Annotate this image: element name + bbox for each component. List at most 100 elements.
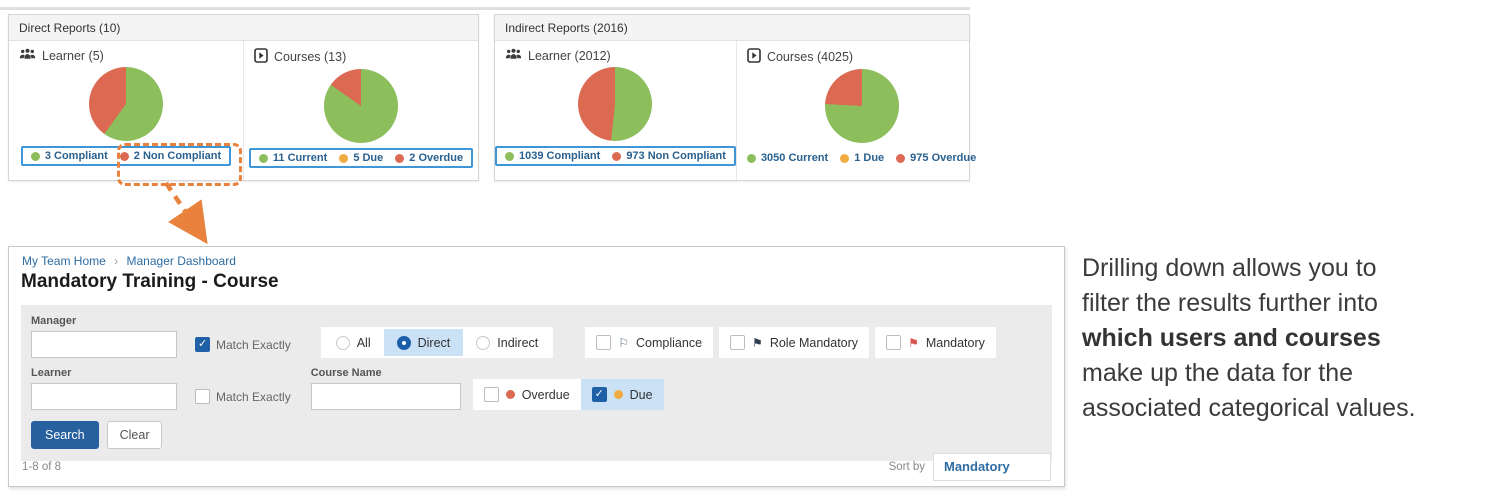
checkbox-icon[interactable]	[483, 387, 499, 402]
pie-legend[interactable]: 3 Compliant 2 Non Compliant	[20, 146, 232, 166]
breadcrumb-link-current[interactable]: Manager Dashboard	[126, 254, 236, 268]
courses-pie-chart[interactable]	[824, 69, 899, 143]
legend-dot	[339, 153, 349, 163]
courses-card: Courses (13) 11 Current 5 Due 2 Overdue	[243, 41, 478, 180]
filter-row-2: Learner Match Exactly Course Name Overdu…	[31, 367, 1042, 410]
legend-item[interactable]: 3 Compliant	[30, 150, 108, 162]
radio-option-indirect[interactable]: Indirect	[463, 329, 551, 356]
radio-icon[interactable]	[335, 335, 350, 350]
checkbox-icon[interactable]	[591, 387, 607, 402]
due-checkbox[interactable]: Due	[580, 379, 664, 410]
checkbox-icon[interactable]	[596, 335, 612, 350]
indirect-reports-panel: Indirect Reports (2016) Learner (2012) 1…	[494, 14, 976, 181]
radio-label: Direct	[417, 335, 451, 350]
legend-label: 3 Compliant	[44, 150, 108, 162]
legend-item[interactable]: 2 Non Compliant	[119, 150, 222, 162]
learner-match-exactly[interactable]: Match Exactly	[187, 383, 299, 410]
clear-button[interactable]: Clear	[106, 421, 163, 449]
manager-match-exactly[interactable]: Match Exactly	[187, 331, 299, 358]
legend-dot	[505, 151, 514, 161]
page-title: Mandatory Training - Course	[21, 271, 279, 292]
card-header: Learner (2012)	[495, 41, 611, 64]
legend-item[interactable]: 1039 Compliant	[505, 150, 600, 162]
panel-cards: Learner (2012) 1039 Compliant 973 Non Co…	[495, 41, 976, 180]
radio-option-all[interactable]: All	[323, 329, 384, 356]
checkbox-label: Due	[629, 387, 653, 402]
sort-dropdown[interactable]: Mandatory	[933, 452, 1051, 481]
drill-highlight-box	[117, 143, 242, 186]
flag-filter-group: ⚐ Compliance ⚑ Role Mandatory ⚑ Mandator…	[585, 327, 996, 358]
course-name-label: Course Name	[310, 367, 382, 379]
checkbox-label: Mandatory	[925, 335, 985, 350]
legend-label: 973 Non Compliant	[626, 150, 726, 162]
pie-legend[interactable]: 3050 Current 1 Due 975 Overdue	[737, 148, 986, 168]
legend-item[interactable]: 1 Due	[840, 152, 884, 164]
course-document-icon	[747, 48, 761, 66]
legend-label: 11 Current	[272, 152, 328, 164]
legend-dot	[119, 151, 129, 161]
overdue-checkbox[interactable]: Overdue	[473, 379, 581, 410]
learner-field: Learner	[31, 367, 177, 410]
legend-dot	[896, 153, 906, 163]
radio-icon[interactable]	[396, 335, 411, 350]
course-name-field: Course Name	[310, 367, 461, 410]
panel-cards: Learner (5) 3 Compliant 2 Non Compliant …	[9, 41, 478, 180]
courses-pie-chart[interactable]	[324, 69, 398, 143]
breadcrumb-link-home[interactable]: My Team Home	[22, 254, 106, 268]
legend-label: 2 Overdue	[409, 152, 464, 164]
compliance-checkbox[interactable]: ⚐ Compliance	[585, 327, 714, 358]
legend-item[interactable]: 5 Due	[339, 152, 383, 164]
manager-dashboard-panel: My Team Home › Manager Dashboard Mandato…	[8, 246, 1065, 487]
checkbox-icon[interactable]	[195, 337, 210, 352]
pie-legend[interactable]: 1039 Compliant 973 Non Compliant	[495, 146, 736, 166]
legend-dot	[612, 151, 622, 161]
legend-item[interactable]: 11 Current	[258, 152, 328, 164]
manager-label: Manager	[31, 315, 77, 327]
panel-title: Indirect Reports (2016)	[495, 15, 969, 41]
checkbox-icon[interactable]	[195, 389, 210, 404]
legend-label: 1039 Compliant	[519, 150, 601, 162]
legend-dot	[258, 153, 268, 163]
search-button[interactable]: Search	[31, 421, 99, 449]
learner-pie-chart[interactable]	[89, 67, 163, 141]
breadcrumb: My Team Home › Manager Dashboard	[22, 254, 1064, 268]
card-label: Courses (4025)	[766, 50, 854, 64]
pie-legend[interactable]: 11 Current 5 Due 2 Overdue	[248, 148, 474, 168]
checkbox-icon[interactable]	[886, 335, 902, 350]
legend-item[interactable]: 2 Overdue	[395, 152, 463, 164]
legend-item[interactable]: 3050 Current	[746, 152, 828, 164]
legend-dot	[395, 153, 405, 163]
manager-input[interactable]	[31, 331, 177, 358]
learner-input[interactable]	[31, 383, 177, 410]
legend-item[interactable]: 975 Overdue	[896, 152, 976, 164]
learner-card: Learner (2012) 1039 Compliant 973 Non Co…	[495, 41, 736, 180]
course-name-input[interactable]	[310, 383, 461, 410]
overdue-dot	[505, 390, 515, 399]
radio-option-direct[interactable]: Direct	[383, 329, 464, 356]
radio-icon[interactable]	[476, 335, 491, 350]
compliance-flag-icon: ⚐	[618, 335, 630, 350]
learner-card: Learner (5) 3 Compliant 2 Non Compliant	[9, 41, 243, 180]
mandatory-checkbox[interactable]: ⚑ Mandatory	[875, 327, 996, 358]
caption-line: associated categorical values.	[1082, 394, 1416, 422]
course-document-icon	[254, 48, 268, 66]
checkbox-icon[interactable]	[730, 335, 746, 350]
panel-title: Direct Reports (10)	[9, 15, 478, 41]
card-label: Courses (13)	[274, 50, 347, 64]
mandatory-flag-icon: ⚑	[908, 335, 919, 350]
match-exactly-label: Match Exactly	[216, 389, 291, 404]
legend-label: 2 Non Compliant	[133, 150, 222, 162]
legend-item[interactable]: 973 Non Compliant	[612, 150, 726, 162]
legend-label: 975 Overdue	[910, 152, 977, 164]
legend-label: 5 Due	[353, 152, 384, 164]
legend-dot	[30, 151, 40, 161]
learner-pie-chart[interactable]	[578, 67, 653, 141]
card-header: Learner (5)	[9, 41, 104, 64]
filter-panel: Manager Match Exactly All Direct	[21, 305, 1052, 461]
legend-dot	[746, 153, 756, 163]
courses-card: Courses (4025) 3050 Current 1 Due 975 Ov…	[735, 41, 986, 180]
card-label: Learner (2012)	[528, 49, 611, 63]
role-mandatory-checkbox[interactable]: ⚑ Role Mandatory	[719, 327, 870, 358]
manager-field: Manager	[31, 315, 177, 358]
